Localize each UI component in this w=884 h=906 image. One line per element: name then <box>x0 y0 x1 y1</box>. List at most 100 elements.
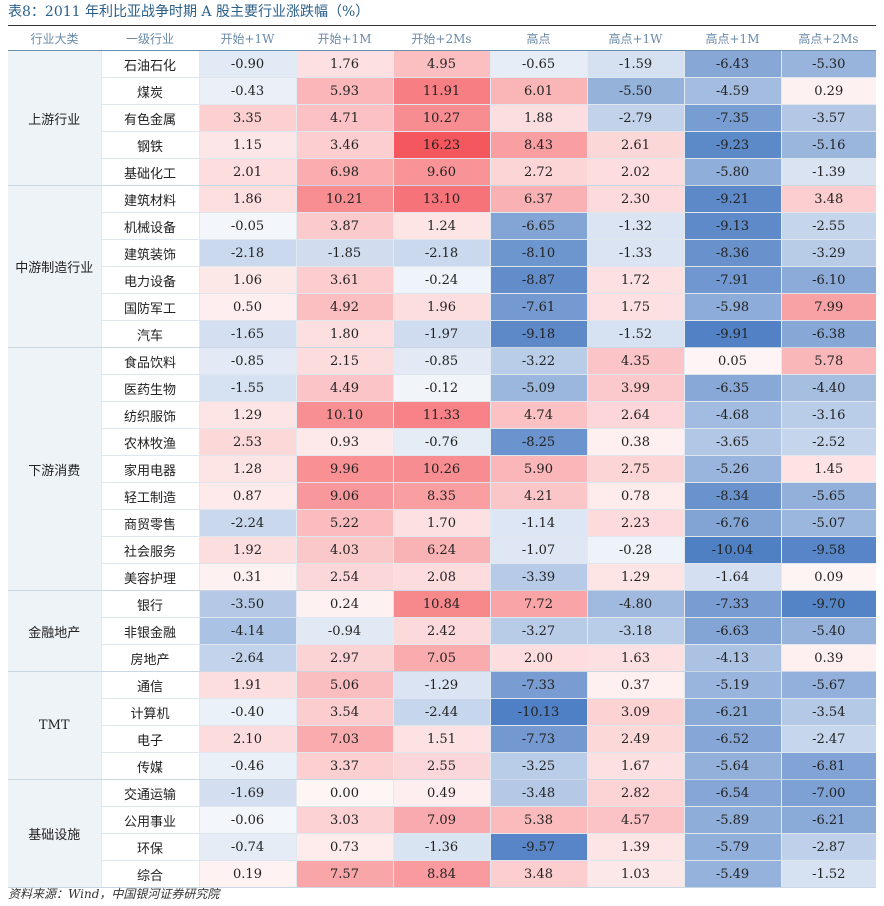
value-cell: -0.85 <box>198 347 296 375</box>
value-cell: -2.24 <box>198 509 296 537</box>
value-cell: -1.52 <box>780 860 876 888</box>
value-cell: 1.88 <box>489 104 587 132</box>
value-cell: -3.25 <box>489 752 587 780</box>
industry-name: 钢铁 <box>100 131 199 159</box>
value-cell: 5.78 <box>780 347 876 375</box>
value-cell: 2.08 <box>392 563 490 591</box>
table-row: 下游消费 食品饮料 -0.85 2.15 -0.85 -3.22 4.35 0.05 5.78 <box>8 347 876 591</box>
table-row: 房地产 -2.64 2.97 7.05 2.00 1.63 -4.13 0.39 <box>8 644 876 672</box>
group-label: 上游行业 <box>8 50 101 186</box>
value-cell: -5.19 <box>683 671 781 699</box>
industry-name: 通信 <box>100 671 199 699</box>
value-cell: 10.27 <box>392 104 490 132</box>
value-cell: -2.79 <box>586 104 684 132</box>
value-cell: 3.87 <box>295 212 393 240</box>
value-cell: 11.91 <box>392 77 490 105</box>
value-cell: -9.13 <box>683 212 781 240</box>
value-cell: 13.10 <box>392 185 490 213</box>
industry-name: 社会服务 <box>100 536 199 564</box>
value-cell: -2.87 <box>780 833 876 861</box>
value-cell: 1.24 <box>392 212 490 240</box>
header-cell: 高点+2Ms <box>781 25 876 51</box>
value-cell: 3.99 <box>586 374 684 402</box>
group-label: 下游消费 <box>8 347 101 591</box>
value-cell: -8.34 <box>683 482 781 510</box>
value-cell: 2.64 <box>586 401 684 429</box>
value-cell: -4.68 <box>683 401 781 429</box>
heatmap-table-container: 行业大类 一级行业 开始+1W 开始+1M 开始+2Ms 高点 高点+1W 高点… <box>8 25 876 888</box>
table-row: 基础化工 2.01 6.98 9.60 2.72 2.02 -5.80 -1.39 <box>8 158 876 186</box>
value-cell: 1.91 <box>198 671 296 699</box>
table-row: 汽车 -1.65 1.80 -1.97 -9.18 -1.52 -9.91 -6.38 <box>8 320 876 348</box>
value-cell: 5.06 <box>295 671 393 699</box>
table-body: 上游行业 石油石化 -0.90 1.76 4.95 -0.65 -1.59 -6.43 -5.3… <box>8 50 876 888</box>
value-cell: -6.21 <box>683 698 781 726</box>
value-cell: -3.65 <box>683 428 781 456</box>
value-cell: 2.49 <box>586 725 684 753</box>
value-cell: -8.10 <box>489 239 587 267</box>
value-cell: 2.54 <box>295 563 393 591</box>
value-cell: 3.09 <box>586 698 684 726</box>
table-row: 基础设施 交通运输 -1.69 0.00 0.49 -3.48 2.82 -6.54 -7.00 <box>8 779 876 888</box>
industry-name: 轻工制造 <box>100 482 199 510</box>
value-cell: -9.70 <box>780 590 876 618</box>
value-cell: 7.09 <box>392 806 490 834</box>
value-cell: -5.89 <box>683 806 781 834</box>
value-cell: -3.48 <box>489 779 587 807</box>
value-cell: 2.97 <box>295 644 393 672</box>
value-cell: 4.35 <box>586 347 684 375</box>
value-cell: -2.55 <box>780 212 876 240</box>
industry-name: 国防军工 <box>100 293 199 321</box>
value-cell: 1.80 <box>295 320 393 348</box>
value-cell: -6.63 <box>683 617 781 645</box>
value-cell: 1.28 <box>198 455 296 483</box>
value-cell: 1.63 <box>586 644 684 672</box>
value-cell: 11.33 <box>392 401 490 429</box>
value-cell: 2.23 <box>586 509 684 537</box>
value-cell: 0.19 <box>198 860 296 888</box>
value-cell: 1.51 <box>392 725 490 753</box>
value-cell: 8.43 <box>489 131 587 159</box>
value-cell: 7.72 <box>489 590 587 618</box>
header-cell: 行业大类 <box>8 25 101 51</box>
value-cell: 0.31 <box>198 563 296 591</box>
industry-name: 房地产 <box>100 644 199 672</box>
value-cell: -10.13 <box>489 698 587 726</box>
value-cell: -1.33 <box>586 239 684 267</box>
value-cell: -7.00 <box>780 779 876 807</box>
value-cell: 2.72 <box>489 158 587 186</box>
value-cell: 5.22 <box>295 509 393 537</box>
value-cell: -2.44 <box>392 698 490 726</box>
value-cell: -6.81 <box>780 752 876 780</box>
value-cell: -1.32 <box>586 212 684 240</box>
header-cell: 开始+2Ms <box>393 25 490 51</box>
industry-name: 汽车 <box>100 320 199 348</box>
table-row: 环保 -0.74 0.73 -1.36 -9.57 1.39 -5.79 -2.87 <box>8 833 876 861</box>
value-cell: -3.22 <box>489 347 587 375</box>
value-cell: 1.29 <box>586 563 684 591</box>
value-cell: 2.42 <box>392 617 490 645</box>
value-cell: 5.38 <box>489 806 587 834</box>
value-cell: -3.57 <box>780 104 876 132</box>
value-cell: 4.21 <box>489 482 587 510</box>
value-cell: 0.29 <box>780 77 876 105</box>
value-cell: -0.24 <box>392 266 490 294</box>
table-row: 轻工制造 0.87 9.06 8.35 4.21 0.78 -8.34 -5.65 <box>8 482 876 510</box>
group-label: 基础设施 <box>8 779 101 888</box>
value-cell: -1.85 <box>295 239 393 267</box>
value-cell: 5.93 <box>295 77 393 105</box>
industry-name: 美容护理 <box>100 563 199 591</box>
industry-name: 计算机 <box>100 698 199 726</box>
value-cell: 3.61 <box>295 266 393 294</box>
value-cell: -2.52 <box>780 428 876 456</box>
value-cell: 0.00 <box>295 779 393 807</box>
value-cell: 9.60 <box>392 158 490 186</box>
industry-name: 电力设备 <box>100 266 199 294</box>
industry-name: 银行 <box>100 590 199 618</box>
value-cell: -6.21 <box>780 806 876 834</box>
value-cell: 1.39 <box>586 833 684 861</box>
value-cell: -7.61 <box>489 293 587 321</box>
value-cell: -9.23 <box>683 131 781 159</box>
value-cell: -6.10 <box>780 266 876 294</box>
value-cell: 2.82 <box>586 779 684 807</box>
